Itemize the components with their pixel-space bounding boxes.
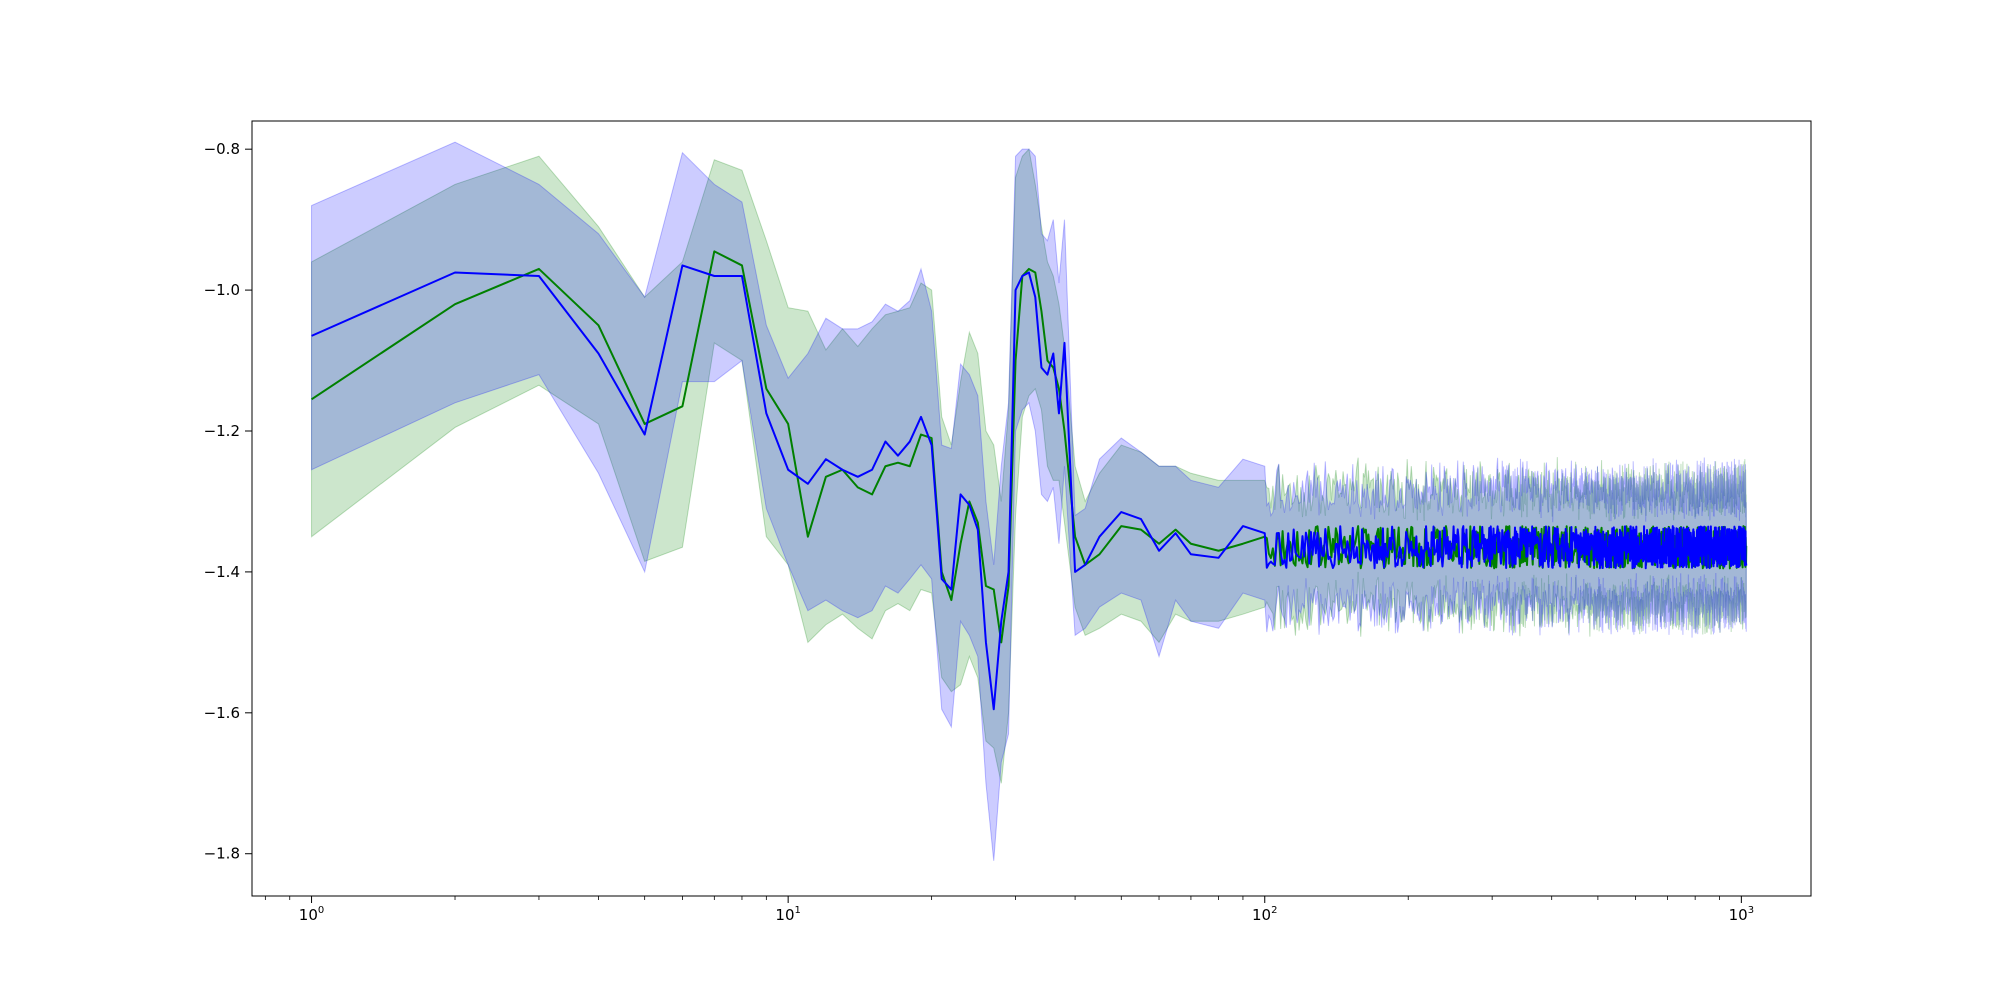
- series-lines: [310, 250, 1748, 711]
- series-2-line: [311, 264, 1748, 711]
- plot-area-frame: [251, 120, 1812, 897]
- y-tick-label: −1.0: [204, 281, 240, 299]
- y-tick-label: −1.8: [204, 845, 240, 863]
- x-tick-label: 101: [775, 905, 800, 924]
- y-tick-label: −0.8: [204, 140, 240, 158]
- x-tick-label: 100: [299, 905, 324, 924]
- x-tick-label: 103: [1729, 905, 1754, 924]
- x-tick-label: 102: [1252, 905, 1277, 924]
- x-axis: 100 101 102 103: [264, 896, 1754, 924]
- y-tick-label: −1.2: [204, 422, 240, 440]
- series-1-band: [311, 148, 1747, 784]
- y-tick-label: −1.6: [204, 704, 240, 722]
- y-tick-label: −1.4: [204, 563, 240, 581]
- y-axis: −0.8 −1.0 −1.2 −1.4 −1.6 −1.8: [204, 140, 252, 863]
